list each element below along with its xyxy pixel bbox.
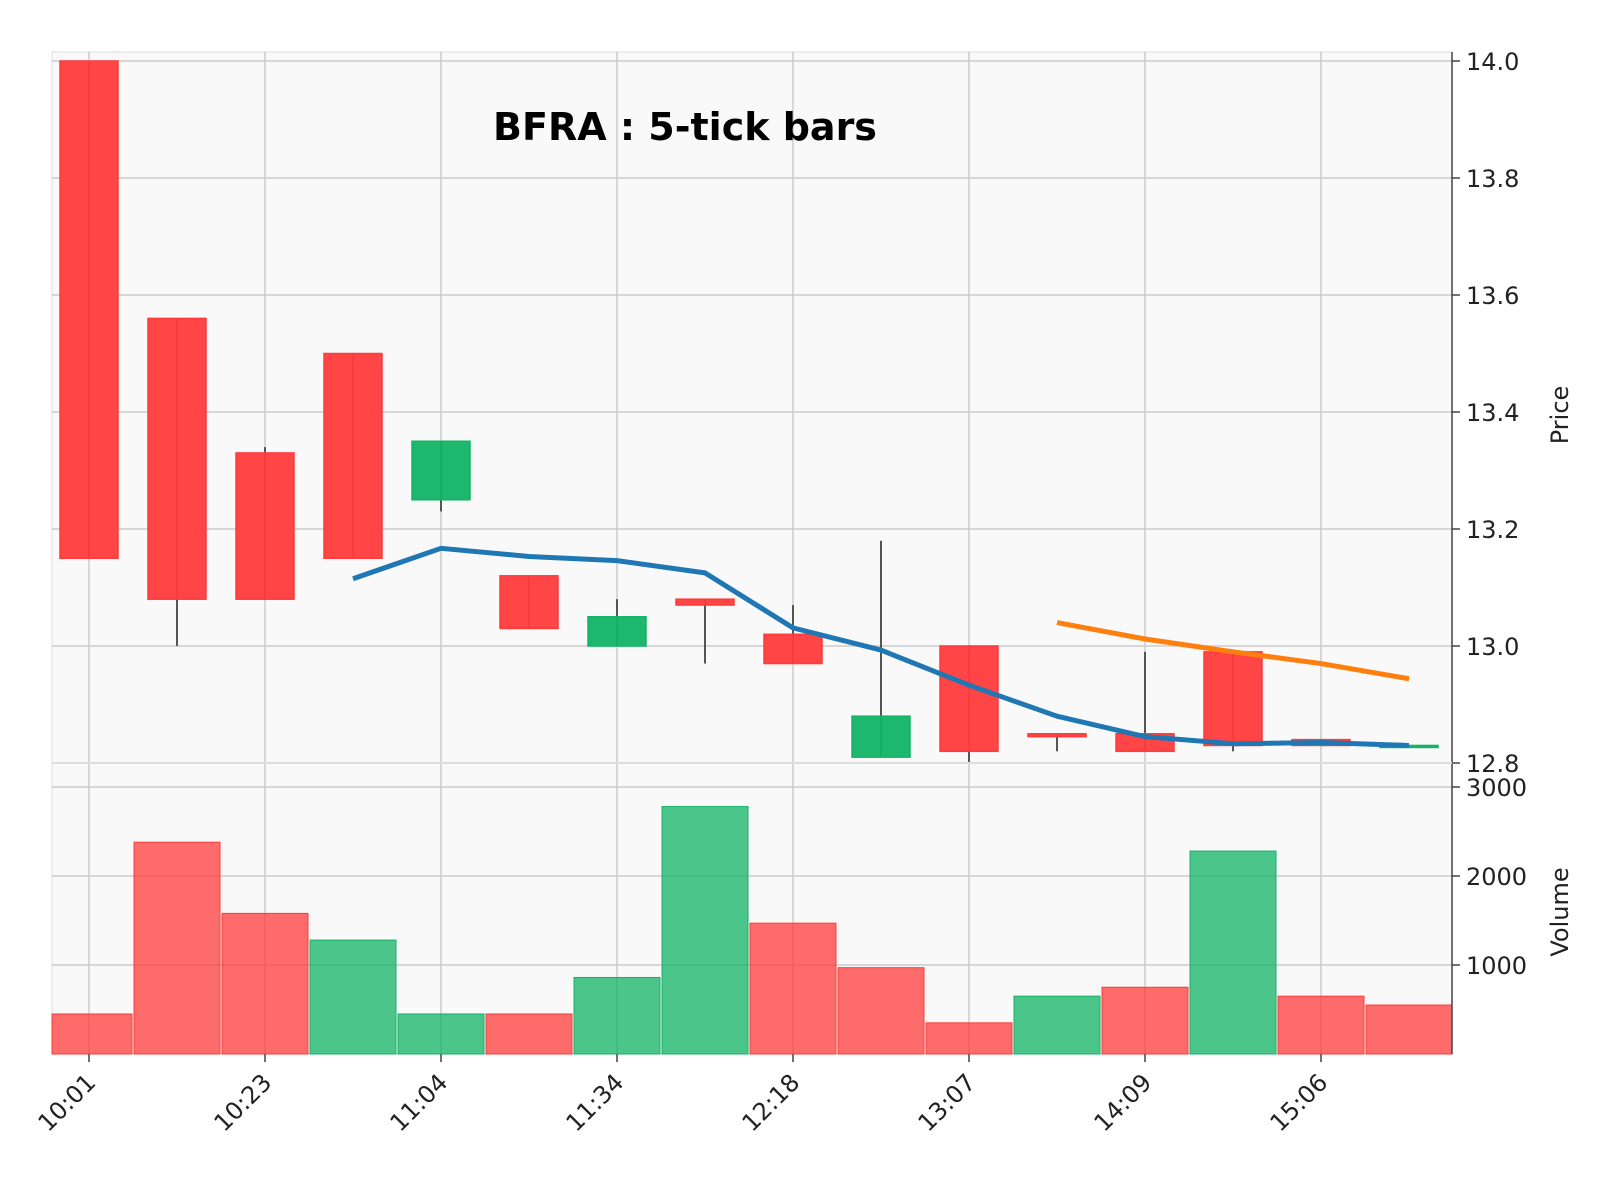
volume-bars — [51, 806, 1453, 1055]
candle-body — [499, 575, 559, 630]
price-axis-ticks: 14.0 13.8 13.6 13.4 13.2 13.0 12.8 — [1452, 48, 1519, 778]
moving-average-line — [352, 545, 1410, 748]
volume-tick-label: 2000 — [1466, 863, 1527, 891]
x-tick-label: 15:06 — [1265, 1068, 1334, 1137]
volume-axis-ticks: 3000 2000 1000 — [1452, 774, 1527, 980]
candle-body — [939, 645, 999, 753]
volume-axis-label: Volume — [1546, 867, 1574, 956]
x-axis-ticks: 10:01 10:23 11:04 11:34 12:18 13:07 14:09 15:06 — [33, 1054, 1334, 1137]
volume-tick-label: 3000 — [1466, 774, 1527, 802]
volume-bar — [837, 967, 925, 1055]
chart-title: BFRA : 5-tick bars — [493, 105, 877, 149]
volume-bar — [397, 1013, 485, 1055]
volume-bar — [1365, 1004, 1453, 1055]
volume-bar — [221, 912, 309, 1055]
candle-body — [147, 317, 207, 600]
price-tick-label: 13.4 — [1466, 399, 1519, 427]
volume-tick-label: 1000 — [1466, 952, 1527, 980]
price-tick-label: 13.2 — [1466, 516, 1519, 544]
price-tick-label: 14.0 — [1466, 48, 1519, 76]
moving-average-lines — [352, 545, 1410, 748]
volume-bar — [1013, 995, 1101, 1055]
price-tick-label: 13.8 — [1466, 165, 1519, 193]
candle-body — [763, 633, 823, 665]
x-tick-label: 12:18 — [737, 1068, 806, 1137]
candle-body — [411, 440, 471, 501]
volume-bar — [309, 939, 397, 1055]
volume-bar — [485, 1013, 573, 1055]
volume-bar — [133, 841, 221, 1055]
candles — [59, 60, 1439, 763]
x-tick-label: 13:07 — [913, 1068, 982, 1137]
volume-bar — [573, 976, 661, 1055]
candle-body — [323, 352, 383, 559]
x-tick-label: 10:23 — [209, 1068, 278, 1137]
price-panel-background — [51, 51, 1453, 764]
volume-bar — [661, 806, 749, 1055]
price-tick-label: 13.0 — [1466, 633, 1519, 661]
x-tick-label: 10:01 — [33, 1068, 102, 1137]
price-tick-label: 12.8 — [1466, 750, 1519, 778]
volume-bar — [925, 1022, 1013, 1055]
moving-average-line — [1056, 620, 1410, 682]
price-axis-label: Price — [1546, 386, 1574, 445]
candle-body — [851, 715, 911, 758]
x-tick-label: 11:34 — [561, 1068, 630, 1137]
x-tick-label: 14:09 — [1089, 1068, 1158, 1137]
candle-body — [675, 598, 735, 606]
candle-body — [235, 452, 295, 600]
x-tick-label: 11:04 — [385, 1068, 454, 1137]
volume-bar — [1101, 986, 1189, 1055]
price-tick-label: 13.6 — [1466, 282, 1519, 310]
volume-bar — [51, 1013, 133, 1055]
volume-bar — [1277, 995, 1365, 1055]
candle-body — [59, 60, 119, 559]
volume-bar — [1189, 850, 1277, 1055]
volume-bar — [749, 922, 837, 1055]
candle-body — [1203, 651, 1263, 747]
candle-body — [1027, 733, 1087, 738]
candle-body — [587, 616, 647, 647]
